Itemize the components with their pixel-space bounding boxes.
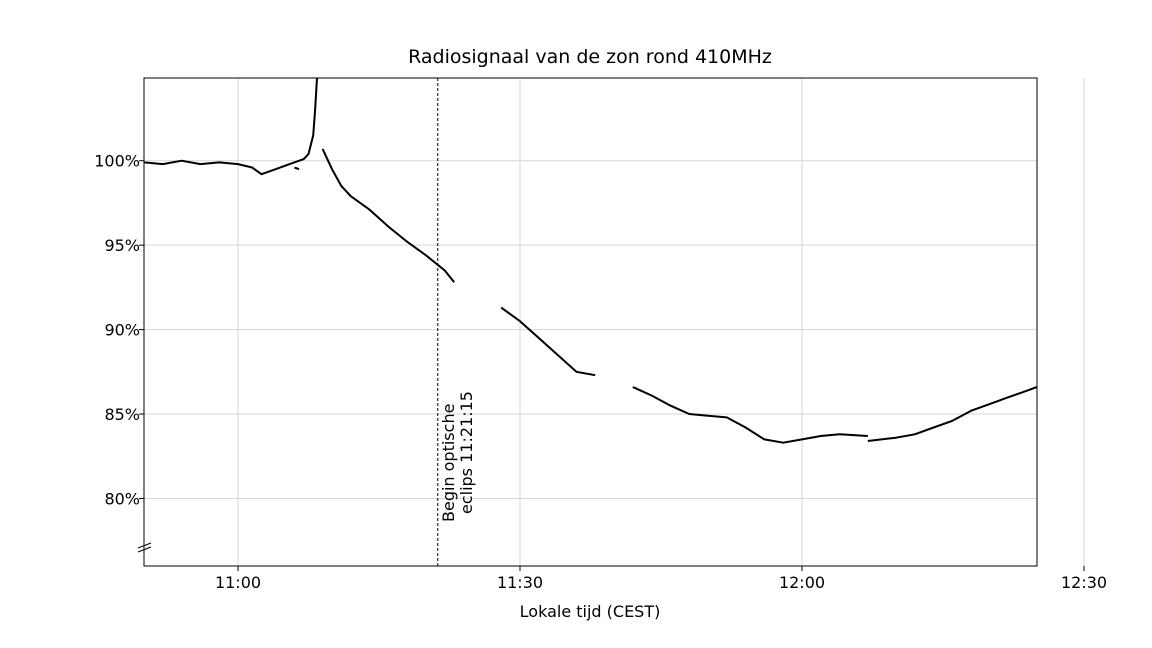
plot-frame xyxy=(143,77,1038,567)
y-tick-label: 80% xyxy=(104,489,140,508)
signal-series xyxy=(144,78,1037,444)
x-axis-label: Lokale tijd (CEST) xyxy=(520,602,661,621)
signal-line-segment xyxy=(500,306,596,377)
eclipse-markers: Begin optische eclips 11:21:15Einde opti… xyxy=(437,78,476,566)
signal-line-segment xyxy=(321,148,455,283)
y-tick-label: 90% xyxy=(104,321,140,340)
grid xyxy=(144,78,1085,566)
x-tick-label: 12:30 xyxy=(1061,573,1107,592)
y-tick-label: 100% xyxy=(94,152,140,171)
signal-line-segment xyxy=(632,386,868,444)
chart-title: Radiosignaal van de zon rond 410MHz xyxy=(408,46,772,68)
x-tick-label: 12:00 xyxy=(779,573,825,592)
x-tick-label: 11:30 xyxy=(497,573,543,592)
y-tick-label: 85% xyxy=(104,405,140,424)
signal-line-segment xyxy=(294,166,300,171)
axis-break-icon xyxy=(137,542,152,553)
y-axis: 80% 85% 90% 95% 100% xyxy=(94,152,144,508)
x-tick-label: 11:00 xyxy=(215,573,261,592)
signal-line-segment xyxy=(867,385,1037,442)
eclipse-marker-label: Begin optische eclips 11:21:15 xyxy=(439,391,476,522)
y-tick-label: 95% xyxy=(104,236,140,255)
signal-line-segment xyxy=(144,78,318,176)
